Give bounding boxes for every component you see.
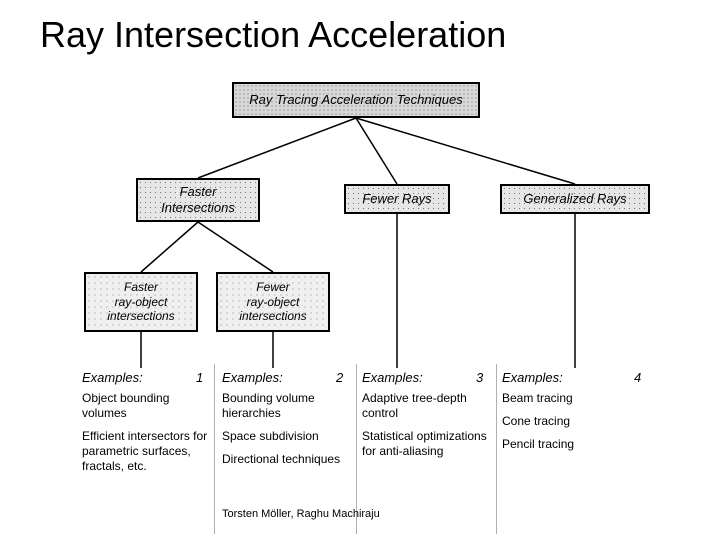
node-fewer-rays: Fewer Rays	[344, 184, 450, 214]
column-divider	[496, 364, 497, 534]
slide: Ray Intersection Acceleration Ray Tracin…	[0, 0, 720, 540]
examples-num-3: 3	[476, 370, 483, 385]
node-fewer-ray-object: Fewerray-objectintersections	[216, 272, 330, 332]
node-generalized-rays: Generalized Rays	[500, 184, 650, 214]
node-label: Fewer Rays	[362, 191, 431, 207]
node-label: Ray Tracing Acceleration Techniques	[249, 92, 462, 108]
example-item: Object bounding volumes	[82, 391, 214, 421]
example-item: Directional techniques	[222, 452, 354, 467]
example-item: Statistical optimizations for anti-alias…	[362, 429, 494, 459]
example-item: Bounding volume hierarchies	[222, 391, 354, 421]
example-item: Space subdivision	[222, 429, 354, 444]
example-item: Efficient intersectors for parametric su…	[82, 429, 214, 474]
examples-header: Examples:	[82, 370, 214, 385]
examples-header: Examples:	[502, 370, 652, 385]
column-divider	[214, 364, 215, 534]
node-label: Generalized Rays	[523, 191, 626, 207]
node-label: FasterIntersections	[161, 184, 235, 215]
examples-header: Examples:	[362, 370, 494, 385]
example-item: Pencil tracing	[502, 437, 652, 452]
examples-num-4: 4	[634, 370, 641, 385]
examples-col-3: Examples: Adaptive tree-depth control St…	[362, 370, 494, 467]
examples-col-2: Examples: Bounding volume hierarchies Sp…	[222, 370, 354, 475]
node-root: Ray Tracing Acceleration Techniques	[232, 82, 480, 118]
node-faster-ray-object: Fasterray-objectintersections	[84, 272, 198, 332]
examples-num-2: 2	[336, 370, 343, 385]
examples-num-1: 1	[196, 370, 203, 385]
page-title: Ray Intersection Acceleration	[40, 14, 506, 56]
example-item: Cone tracing	[502, 414, 652, 429]
attribution: Torsten Möller, Raghu Machiraju	[222, 508, 380, 520]
node-label: Fasterray-objectintersections	[107, 280, 174, 323]
node-label: Fewerray-objectintersections	[239, 280, 306, 323]
node-faster-intersections: FasterIntersections	[136, 178, 260, 222]
examples-header: Examples:	[222, 370, 354, 385]
examples-col-1: Examples: Object bounding volumes Effici…	[82, 370, 214, 482]
examples-col-4: Examples: Beam tracing Cone tracing Penc…	[502, 370, 652, 460]
example-item: Beam tracing	[502, 391, 652, 406]
example-item: Adaptive tree-depth control	[362, 391, 494, 421]
